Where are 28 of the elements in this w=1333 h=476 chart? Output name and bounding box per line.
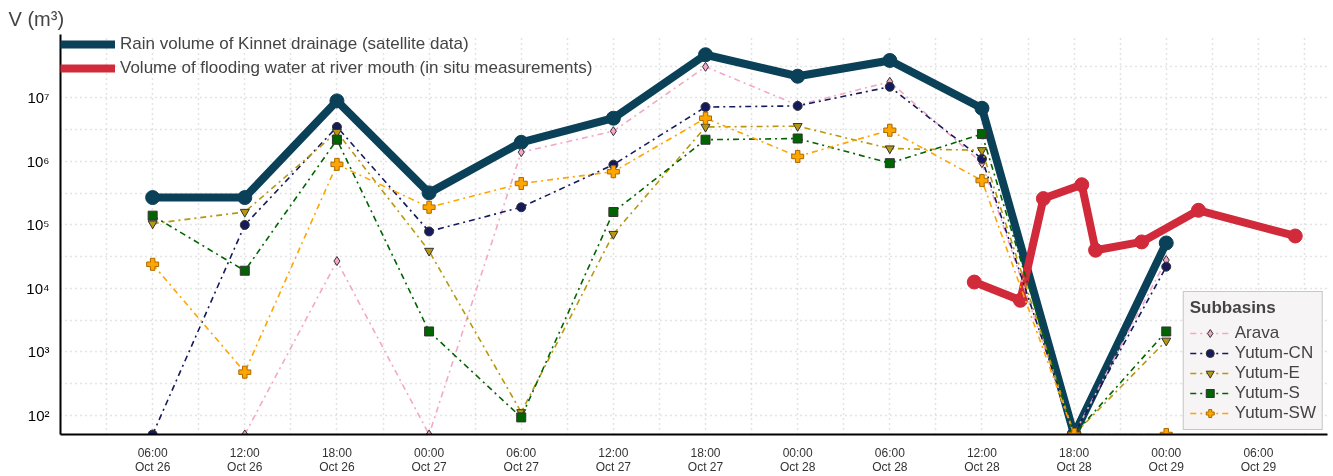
legend-label: Yutum-SW [1234,403,1316,423]
x-tick-label: 00:00 Oct 28 [779,445,816,474]
y-tick-label: 10³ [27,343,50,361]
y-tick-label: 10⁵ [26,216,50,234]
legend-label: Yutum-S [1234,383,1300,403]
x-tick-label: 06:00 Oct 28 [872,445,908,474]
y-tick-label: 10⁴ [26,279,50,297]
legend-label: Arava [1234,323,1280,343]
y-tick-label: 10⁷ [27,89,50,107]
x-tick-label: 00:00 Oct 27 [411,445,448,474]
x-tick-label: 06:00 Oct 26 [134,445,171,474]
x-tick-label: 06:00 Oct 29 [1240,445,1277,474]
x-tick-label: 00:00 Oct 29 [1148,445,1185,474]
x-tick-label: 18:00 Oct 27 [687,445,724,474]
legend-label: Volume of flooding water at river mouth (in situ measurements) [120,58,593,78]
x-tick-label: 06:00 Oct 27 [503,445,540,474]
legend-label: Rain volume of Kinnet drainage (satellite data) [120,34,469,54]
y-tick-label: 10² [27,406,50,424]
x-tick-label: 12:00 Oct 26 [227,445,263,474]
x-tick-label: 18:00 Oct 26 [319,445,355,474]
legend-title: Subbasins [1189,298,1277,318]
legend-label: Yutum-CN [1234,343,1314,363]
legend-label: Yutum-E [1234,363,1300,383]
y-tick-label: 10⁶ [26,152,50,170]
x-tick-label: 12:00 Oct 28 [964,445,1000,474]
y-axis-title: V (m³) [8,7,65,30]
x-tick-label: 12:00 Oct 27 [595,445,632,474]
x-tick-label: 18:00 Oct 28 [1056,445,1093,474]
